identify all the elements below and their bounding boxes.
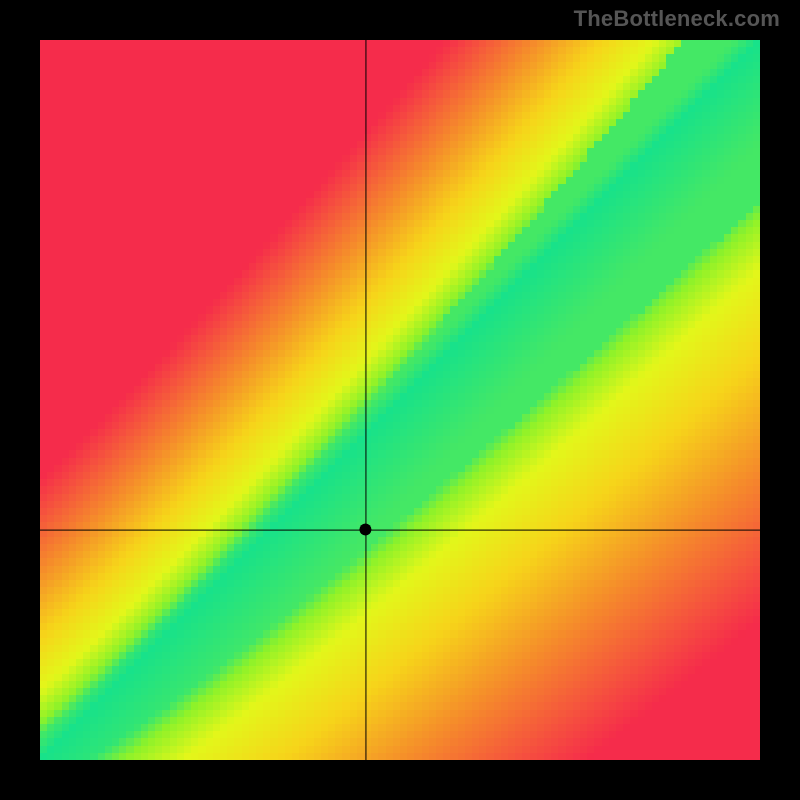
watermark-text: TheBottleneck.com xyxy=(574,6,780,32)
plot-area xyxy=(40,40,760,760)
bottleneck-heatmap xyxy=(40,40,760,760)
chart-frame: TheBottleneck.com xyxy=(0,0,800,800)
